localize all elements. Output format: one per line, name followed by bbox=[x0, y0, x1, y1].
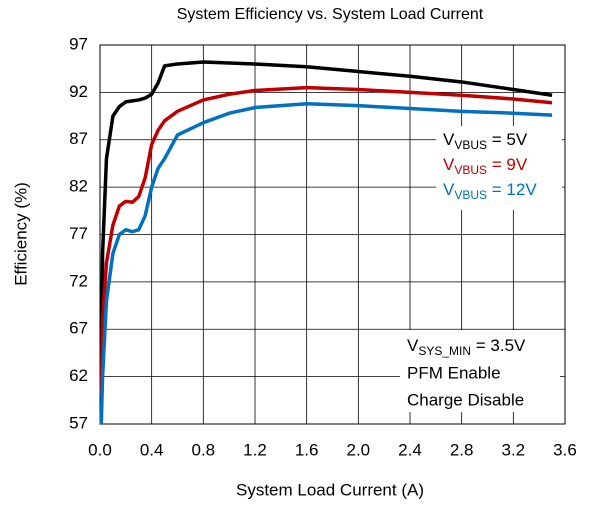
x-tick-label: 0.4 bbox=[140, 440, 164, 459]
x-tick-label: 0.8 bbox=[192, 440, 216, 459]
y-tick-label: 82 bbox=[69, 177, 88, 196]
legend-entry: VVBUS = 5V bbox=[443, 130, 528, 152]
x-tick-label: 0.0 bbox=[88, 440, 112, 459]
series-line bbox=[99, 60, 553, 377]
chart-title: System Efficiency vs. System Load Curren… bbox=[177, 6, 484, 23]
annotation: Charge Disable bbox=[407, 390, 524, 409]
plot-frame bbox=[99, 44, 566, 425]
legend-entry: VVBUS = 12V bbox=[443, 180, 537, 202]
x-tick-label: 1.2 bbox=[243, 440, 267, 459]
series-line bbox=[99, 101, 553, 425]
annotation: VSYS_MIN = 3.5V bbox=[407, 336, 526, 358]
y-tick-label: 72 bbox=[69, 271, 88, 290]
annotation: PFM Enable bbox=[407, 363, 501, 382]
x-tick-label: 1.6 bbox=[295, 440, 319, 459]
x-tick-label: 3.6 bbox=[553, 440, 577, 459]
legend-box bbox=[436, 126, 562, 210]
y-axis-label: Efficiency (%) bbox=[11, 182, 30, 286]
y-tick-label: 87 bbox=[69, 129, 88, 148]
y-tick-label: 67 bbox=[69, 319, 88, 338]
x-axis-label: System Load Current (A) bbox=[236, 480, 424, 499]
x-tick-label: 3.2 bbox=[502, 440, 526, 459]
y-tick-label: 62 bbox=[69, 366, 88, 385]
series-line bbox=[99, 85, 553, 396]
x-tick-label: 2.4 bbox=[398, 440, 422, 459]
y-tick-label: 57 bbox=[69, 413, 88, 432]
y-tick-label: 97 bbox=[69, 34, 88, 53]
y-tick-label: 92 bbox=[69, 82, 88, 101]
annotation-box bbox=[400, 330, 560, 412]
legend-entry: VVBUS = 9V bbox=[443, 155, 528, 177]
y-tick-label: 77 bbox=[69, 224, 88, 243]
x-tick-label: 2.0 bbox=[347, 440, 371, 459]
x-tick-label: 2.8 bbox=[450, 440, 474, 459]
